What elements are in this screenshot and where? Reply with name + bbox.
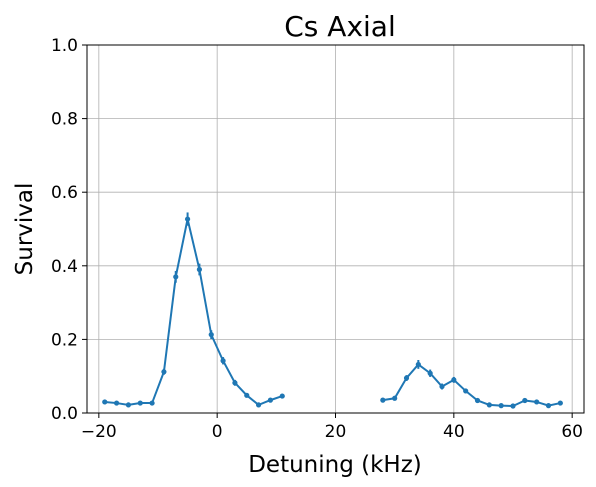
data-series	[102, 212, 563, 408]
data-point	[475, 398, 480, 403]
y-axis-title: Survival	[12, 183, 38, 276]
y-tick-label: 0.0	[51, 404, 78, 424]
chart-title: Cs Axial	[284, 10, 395, 43]
x-tick-label: 20	[325, 422, 347, 442]
data-point	[428, 371, 433, 376]
y-tick-label: 0.2	[51, 330, 78, 350]
data-point	[380, 398, 385, 403]
data-point	[510, 403, 515, 408]
data-point	[546, 403, 551, 408]
data-point	[463, 388, 468, 393]
y-tick-label: 1.0	[51, 36, 78, 56]
data-point	[173, 274, 178, 279]
data-point	[138, 400, 143, 405]
x-tick-labels: −20 0 20 40 60	[81, 413, 583, 442]
data-point	[197, 267, 202, 272]
data-point	[392, 396, 397, 401]
data-point	[149, 400, 154, 405]
data-point	[185, 216, 190, 221]
data-point	[102, 399, 107, 404]
x-tick-label: 60	[561, 422, 583, 442]
series-line	[383, 364, 561, 406]
x-axis-title: Detuning (kHz)	[248, 452, 422, 478]
data-point	[220, 358, 225, 363]
data-point	[232, 380, 237, 385]
data-point	[244, 393, 249, 398]
x-tick-label: −20	[81, 422, 117, 442]
x-tick-label: 0	[212, 422, 223, 442]
y-tick-label: 0.4	[51, 257, 78, 277]
data-point	[209, 332, 214, 337]
data-point	[499, 403, 504, 408]
data-point	[534, 399, 539, 404]
data-point	[558, 400, 563, 405]
data-point	[280, 393, 285, 398]
series-line	[105, 219, 283, 405]
data-point	[487, 402, 492, 407]
data-point	[439, 384, 444, 389]
data-point	[416, 362, 421, 367]
data-point	[126, 402, 131, 407]
data-point	[522, 398, 527, 403]
data-point	[114, 400, 119, 405]
y-tick-labels: 0.0 0.2 0.4 0.6 0.8 1.0	[51, 36, 87, 424]
y-tick-label: 0.8	[51, 110, 78, 130]
data-point	[268, 398, 273, 403]
data-point	[404, 375, 409, 380]
grid-lines	[87, 45, 584, 413]
x-tick-label: 40	[443, 422, 465, 442]
data-point	[451, 377, 456, 382]
data-point	[161, 369, 166, 374]
y-tick-label: 0.6	[51, 183, 78, 203]
data-point	[256, 402, 261, 407]
